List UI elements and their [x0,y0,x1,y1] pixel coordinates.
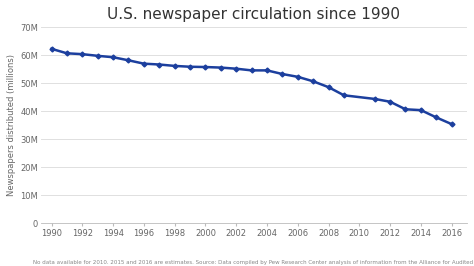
Title: U.S. newspaper circulation since 1990: U.S. newspaper circulation since 1990 [108,7,401,22]
Text: No data available for 2010. 2015 and 2016 are estimates. Source: Data compiled b: No data available for 2010. 2015 and 201… [33,260,474,265]
Y-axis label: Newspapers distributed (millions): Newspapers distributed (millions) [7,54,16,196]
